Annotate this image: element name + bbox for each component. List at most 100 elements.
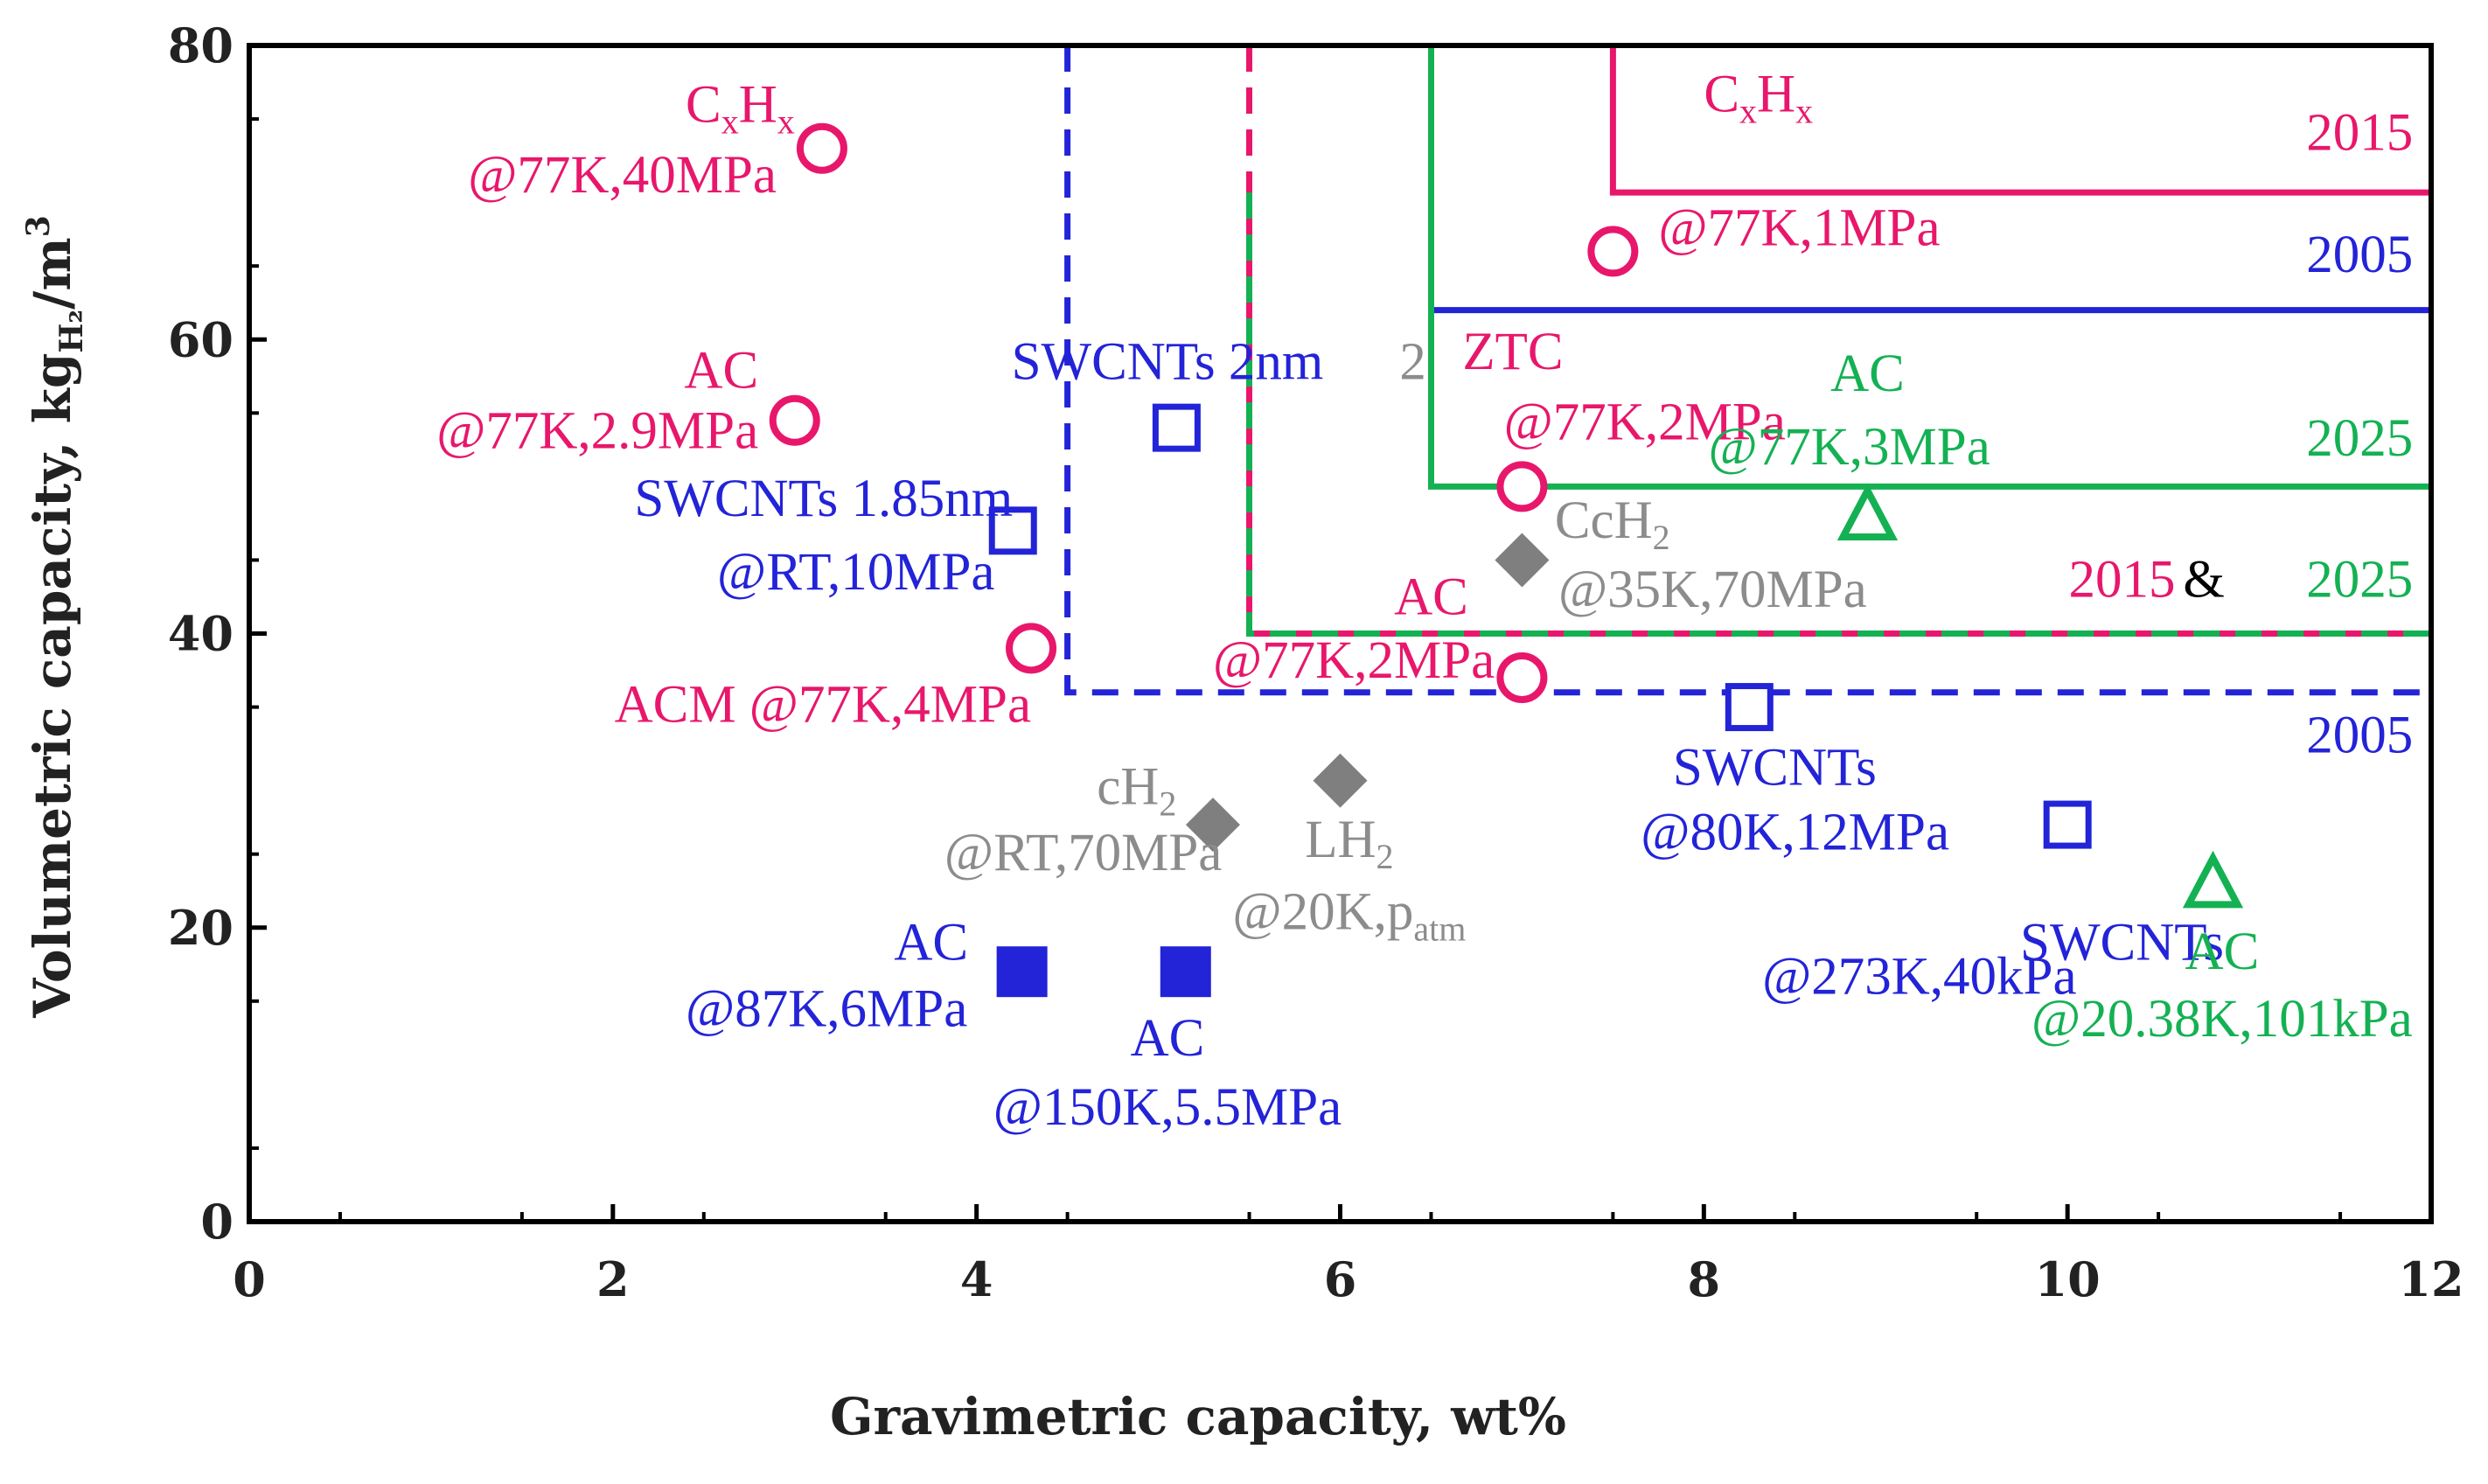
y-axis-title: Volumetric capacity, kgH₂/m3 [20,215,90,1019]
annotation-label: SWCNTs [2020,914,2224,972]
annotation-label: AC [684,342,758,401]
annotation-subscript: 2 [1653,518,1670,557]
annotation-text: @20.38K,101kPa [2032,990,2413,1049]
annotation-label: 2025 [2306,409,2413,468]
annotation-label: @273K,40kPa [1762,947,2076,1006]
annotation-text: @150K,5.5MPa [993,1078,1342,1137]
annotation-label: 2005 [2306,707,2413,765]
data-point-circle-pink [796,122,847,174]
target-line-blue-dashed-3 [1064,45,2431,696]
annotation-subscript: x [1739,92,1757,131]
annotation-text: H [739,75,777,134]
annotation-text: SWCNTs 2nm [1012,333,1324,392]
annotation-label: @77K,3MPa [1709,418,1990,477]
annotation-label: ACM @77K,4MPa [615,675,1031,734]
annotation-text: 2015 [2069,550,2176,609]
annotation-text: ZTC [1462,323,1563,381]
annotation-label: SWCNTs 1.85nm [634,470,1013,528]
x-tick-label: 6 [1324,1251,1357,1307]
annotation-text: 2025 [2306,550,2413,609]
annotation-label: @77K,2.9MPa [436,402,758,461]
annotation-text: 2005 [2306,226,2413,284]
annotation-text: C [1704,66,1739,124]
annotation-text: AC [1131,1009,1205,1068]
annotation-text: & [2183,550,2224,609]
data-point-circle-pink [1496,651,1548,703]
data-point-square-open-blue [1725,683,1774,732]
annotation-label: CxHx [686,75,795,141]
target-line-green-dashed-5 [1246,192,2431,637]
annotation-label: @35K,70MPa [1558,561,1867,619]
x-tick-label: 2 [596,1251,630,1307]
annotation-text: 2 [1399,333,1426,392]
annotation-text: 2015 [2306,103,2413,162]
annotation-subscript: 2 [1376,837,1394,876]
annotation-label: 2015 [2306,103,2413,162]
annotation-label: 2015 [2069,550,2176,609]
axes: 0 2 4 6 8 10 12 0 20 40 60 80 [168,17,2464,1307]
annotation-text: CcH [1555,491,1653,550]
annotation-label: AC [1394,568,1468,627]
annotation-text: 2025 [2306,409,2413,468]
annotation-label: AC [1830,345,1905,403]
data-point-triangle-green [1836,483,1899,540]
annotation-text: AC [2185,923,2260,981]
y-tick-label: 60 [168,311,233,367]
annotation-label: @77K,40MPa [468,146,777,205]
annotation-text: @77K,40MPa [468,146,777,205]
y-tick-label: 80 [168,17,233,73]
annotation-label: 2 [1399,333,1426,392]
annotation-label: & [2183,550,2224,609]
annotation-label: @RT,70MPa [944,824,1222,882]
annotation-subscript: atm [1413,909,1466,948]
data-point-circle-pink [1006,623,1057,674]
annotation-text: LH [1305,811,1376,869]
annotation-label: @77K,1MPa [1658,199,1940,258]
annotation-label: @77K,2MPa [1213,631,1495,690]
y-axis-title-unit: /m [23,237,82,310]
annotation-subscript: x [1795,92,1813,131]
target-lines [1064,45,2431,696]
annotation-label: ZTC [1462,323,1563,381]
annotation-label: SWCNTs [1673,739,1877,798]
annotation-label: 2005 [2306,226,2413,284]
annotation-subscript: x [777,101,795,141]
y-tick-label: 40 [168,606,233,662]
annotation-text: SWCNTs 1.85nm [634,470,1013,528]
annotation-text: @80K,12MPa [1641,804,1949,862]
annotation-text: @77K,1MPa [1658,199,1940,258]
data-point-square-open-blue [2043,800,2092,849]
annotation-text: @RT,70MPa [944,824,1222,882]
target-line-pink-solid-0 [1609,45,2431,196]
annotation-text: ACM @77K,4MPa [615,675,1031,734]
target-line-green-solid-2 [1428,45,2431,490]
annotation-label: @87K,6MPa [686,979,967,1038]
x-tick-label: 8 [1688,1251,1721,1307]
annotation-text: @273K,40kPa [1762,947,2076,1006]
x-axis-title: Gravimetric capacity, wt% [830,1387,1566,1446]
annotation-label: @20.38K,101kPa [2032,990,2413,1049]
annotation-subscript: 2 [1159,784,1176,824]
annotation-text: @35K,70MPa [1558,561,1867,619]
annotation-text: AC [1394,568,1468,627]
data-point-square-filled-blue [1160,946,1211,998]
annotation-label: SWCNTs 2nm [1012,333,1324,392]
annotation-label: @20K,patm [1232,882,1466,948]
y-axis-title-sub: H₂ [53,310,90,353]
annotation-text: AC [684,342,758,401]
annotation-label: CxHx [1704,66,1813,131]
y-axis-title-sup: 3 [20,215,57,237]
annotation-text: C [686,75,721,134]
data-point-square-open-blue [988,506,1037,555]
annotation-label: @80K,12MPa [1641,804,1949,862]
data-point-diamond-marker_gray [1495,533,1550,588]
annotation-text: SWCNTs [2020,914,2224,972]
annotation-text: @77K,3MPa [1709,418,1990,477]
y-axis-title-main: Volumetric capacity, kg [23,353,82,1019]
annotation-text: 2005 [2306,707,2413,765]
annotation-label: cH2 [1097,758,1176,824]
data-point-circle-pink [1496,461,1548,512]
annotation-label: 2025 [2306,550,2413,609]
annotation-text: @RT,10MPa [717,543,994,602]
